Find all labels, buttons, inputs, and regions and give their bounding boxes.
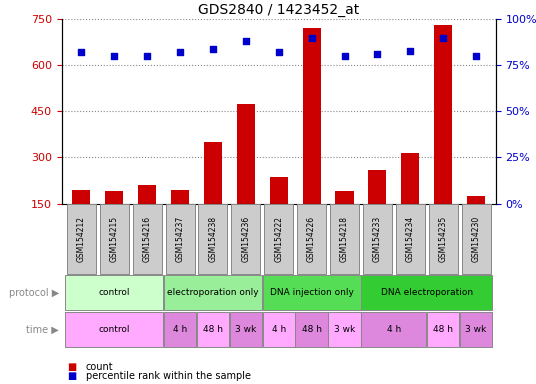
FancyBboxPatch shape [166,204,195,274]
Point [143,53,152,59]
Text: 48 h: 48 h [433,325,453,334]
Bar [467,196,485,250]
Bar [138,185,156,250]
FancyBboxPatch shape [164,275,262,310]
Point [307,35,316,41]
Point [340,53,349,59]
FancyBboxPatch shape [197,312,229,347]
FancyBboxPatch shape [361,312,427,347]
Point [77,49,86,55]
Text: 48 h: 48 h [203,325,223,334]
FancyBboxPatch shape [295,312,327,347]
Text: GSM154233: GSM154233 [373,216,382,262]
Text: ■: ■ [67,362,76,372]
Text: GSM154238: GSM154238 [209,216,218,262]
Text: 4 h: 4 h [272,325,286,334]
Text: DNA injection only: DNA injection only [270,288,354,297]
Text: count: count [86,362,114,372]
Text: protocol ▶: protocol ▶ [9,288,59,298]
Text: percentile rank within the sample: percentile rank within the sample [86,371,251,381]
FancyBboxPatch shape [65,275,163,310]
FancyBboxPatch shape [100,204,129,274]
Bar [105,191,123,250]
Bar [434,25,452,250]
FancyBboxPatch shape [329,312,361,347]
FancyBboxPatch shape [429,204,458,274]
Text: 4 h: 4 h [173,325,187,334]
Text: GSM154212: GSM154212 [77,216,86,262]
Bar [171,190,189,250]
Point [274,49,283,55]
FancyBboxPatch shape [264,204,293,274]
Text: 3 wk: 3 wk [334,325,355,334]
FancyBboxPatch shape [427,312,459,347]
Text: 3 wk: 3 wk [465,325,487,334]
FancyBboxPatch shape [230,312,262,347]
Text: control: control [99,325,130,334]
Text: 48 h: 48 h [302,325,322,334]
FancyBboxPatch shape [232,204,260,274]
Bar [368,170,386,250]
Point [110,53,118,59]
Text: GSM154236: GSM154236 [241,216,250,262]
Bar [336,191,354,250]
Text: time ▶: time ▶ [26,324,59,334]
Bar [302,28,321,250]
Text: 3 wk: 3 wk [235,325,256,334]
Point [472,53,480,59]
Title: GDS2840 / 1423452_at: GDS2840 / 1423452_at [198,3,359,17]
FancyBboxPatch shape [396,204,425,274]
FancyBboxPatch shape [263,275,361,310]
Text: GSM154215: GSM154215 [110,216,119,262]
Bar [237,104,255,250]
Point [373,51,382,57]
FancyBboxPatch shape [460,312,492,347]
Text: GSM154218: GSM154218 [340,216,349,262]
Point [406,48,414,54]
Text: GSM154237: GSM154237 [176,216,184,262]
Text: DNA electroporation: DNA electroporation [381,288,473,297]
Text: GSM154230: GSM154230 [472,216,481,262]
FancyBboxPatch shape [263,312,295,347]
Text: GSM154222: GSM154222 [274,216,283,262]
Text: 4 h: 4 h [386,325,401,334]
FancyBboxPatch shape [133,204,162,274]
FancyBboxPatch shape [361,275,492,310]
FancyBboxPatch shape [363,204,392,274]
Point [242,38,250,45]
Point [176,49,184,55]
Text: electroporation only: electroporation only [167,288,259,297]
FancyBboxPatch shape [164,312,196,347]
Text: GSM154235: GSM154235 [438,216,448,262]
Text: control: control [99,288,130,297]
FancyBboxPatch shape [461,204,490,274]
FancyBboxPatch shape [198,204,227,274]
Text: GSM154226: GSM154226 [307,216,316,262]
Bar [204,142,222,250]
Point [209,46,217,52]
FancyBboxPatch shape [67,204,96,274]
Bar [401,153,419,250]
FancyBboxPatch shape [65,312,163,347]
FancyBboxPatch shape [330,204,359,274]
FancyBboxPatch shape [297,204,326,274]
Text: GSM154216: GSM154216 [143,216,152,262]
Bar [270,177,288,250]
Text: ■: ■ [67,371,76,381]
Text: GSM154234: GSM154234 [406,216,415,262]
Bar [72,190,91,250]
Point [439,35,448,41]
